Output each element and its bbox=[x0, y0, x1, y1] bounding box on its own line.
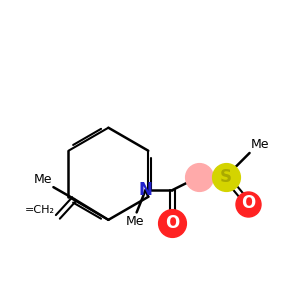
Text: Me: Me bbox=[251, 139, 270, 152]
Text: O: O bbox=[165, 214, 179, 232]
Text: Me: Me bbox=[126, 215, 144, 228]
Text: S: S bbox=[220, 168, 232, 186]
Text: Me: Me bbox=[33, 173, 52, 186]
Text: N: N bbox=[139, 181, 152, 199]
Text: =CH₂: =CH₂ bbox=[25, 206, 55, 215]
Text: O: O bbox=[241, 194, 255, 212]
